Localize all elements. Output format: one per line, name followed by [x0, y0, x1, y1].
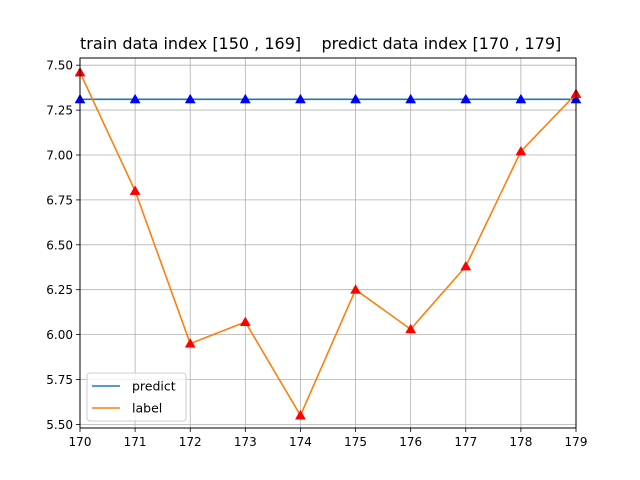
y-tick-label: 6.50: [46, 238, 73, 252]
y-tick-label: 7.50: [46, 59, 73, 73]
legend-box: [86, 372, 187, 422]
data-point-predict: [515, 93, 527, 104]
y-tick-label: 6.25: [46, 283, 73, 297]
y-tick-label: 5.50: [46, 418, 73, 432]
series-layer: [74, 66, 582, 420]
legend: predict label: [86, 372, 187, 422]
series-label: [74, 66, 582, 420]
axis-ticks: 170 171 172 173 174 175 176 177 178 179 5.50 5.75 6.…: [46, 59, 587, 449]
data-point-predict: [239, 93, 251, 104]
x-tick-label: 170: [69, 435, 92, 449]
x-tick-label: 176: [399, 435, 422, 449]
chart-title: train data index [150 , 169] predict dat…: [80, 34, 561, 53]
plot-frame: [79, 57, 577, 429]
data-point-predict: [405, 93, 417, 104]
data-point-label: [350, 284, 361, 294]
x-tick-label: 173: [234, 435, 257, 449]
data-point-label: [515, 145, 527, 156]
x-tick-label: 179: [565, 435, 588, 449]
x-tick-label: 174: [289, 435, 312, 449]
x-tick-label: 178: [509, 435, 532, 449]
data-point-label: [184, 338, 196, 348]
x-tick-label: 171: [124, 435, 147, 449]
y-tick-label: 6.00: [46, 328, 73, 342]
x-tick-label: 175: [344, 435, 367, 449]
data-point-predict: [129, 93, 141, 104]
data-point-label: [405, 323, 417, 334]
series-line-label: [79, 72, 577, 417]
y-tick-label: 5.75: [46, 373, 73, 387]
data-point-label: [239, 316, 251, 327]
y-tick-label: 7.25: [46, 104, 73, 118]
data-point-label: [295, 409, 306, 420]
data-point-label: [129, 185, 141, 195]
y-tick-label: 7.00: [46, 148, 73, 162]
legend-label-predict: predict: [132, 379, 176, 394]
data-point-predict: [350, 93, 361, 104]
x-tick-label: 177: [454, 435, 477, 449]
x-tick-label: 172: [179, 435, 202, 449]
data-point-predict: [295, 93, 306, 104]
data-point-label: [460, 260, 472, 271]
legend-label-label: label: [132, 401, 162, 416]
data-point-predict: [184, 93, 196, 104]
y-tick-label: 6.75: [46, 193, 73, 207]
data-point-predict: [460, 93, 472, 104]
